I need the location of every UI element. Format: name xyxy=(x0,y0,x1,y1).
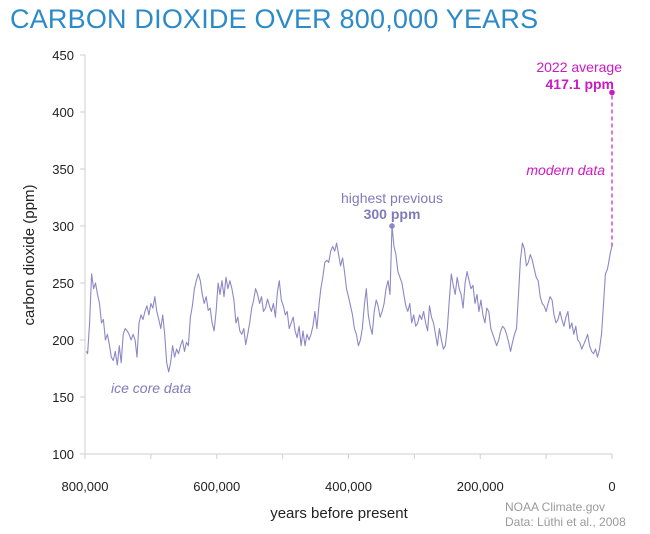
chart-title: CARBON DIOXIDE OVER 800,000 YEARS xyxy=(10,4,539,34)
y-tick-label: 250 xyxy=(52,276,74,291)
ice-core-series-line xyxy=(85,225,613,373)
modern-data-label: modern data xyxy=(526,162,605,178)
x-tick-label: 200,000 xyxy=(457,479,504,494)
average-2022-label: 2022 average xyxy=(536,59,622,75)
y-tick-label: 400 xyxy=(52,105,74,120)
markers xyxy=(389,89,615,229)
x-tick-label: 0 xyxy=(608,479,615,494)
credit-source: NOAA Climate.gov xyxy=(505,500,605,514)
x-tick-label: 400,000 xyxy=(325,479,372,494)
y-tick-label: 300 xyxy=(52,219,74,234)
y-tick-label: 150 xyxy=(52,390,74,405)
highest-previous-value: 300 ppm xyxy=(364,206,421,222)
x-tick-label: 800,000 xyxy=(62,479,109,494)
credit-data: Data: Lüthi et al., 2008 xyxy=(505,515,626,529)
average-2022-marker xyxy=(609,89,615,96)
x-axis-label: years before present xyxy=(270,505,408,522)
y-tick-label: 350 xyxy=(52,162,74,177)
y-tick-label: 200 xyxy=(52,333,74,348)
y-axis-label: carbon dioxide (ppm) xyxy=(21,185,38,326)
x-tick-label: 600,000 xyxy=(193,479,240,494)
x-axis-ticks: 800,000 600,000 400,000 200,000 0 xyxy=(62,454,616,494)
ice-core-data-label: ice core data xyxy=(111,380,191,396)
y-tick-label: 450 xyxy=(52,48,74,63)
highest-previous-marker xyxy=(389,223,395,229)
y-tick-label: 100 xyxy=(52,447,74,462)
average-2022-value: 417.1 ppm xyxy=(546,76,614,92)
highest-previous-label: highest previous xyxy=(341,190,443,206)
y-axis-ticks: 450 400 350 300 250 200 150 100 xyxy=(52,48,85,462)
